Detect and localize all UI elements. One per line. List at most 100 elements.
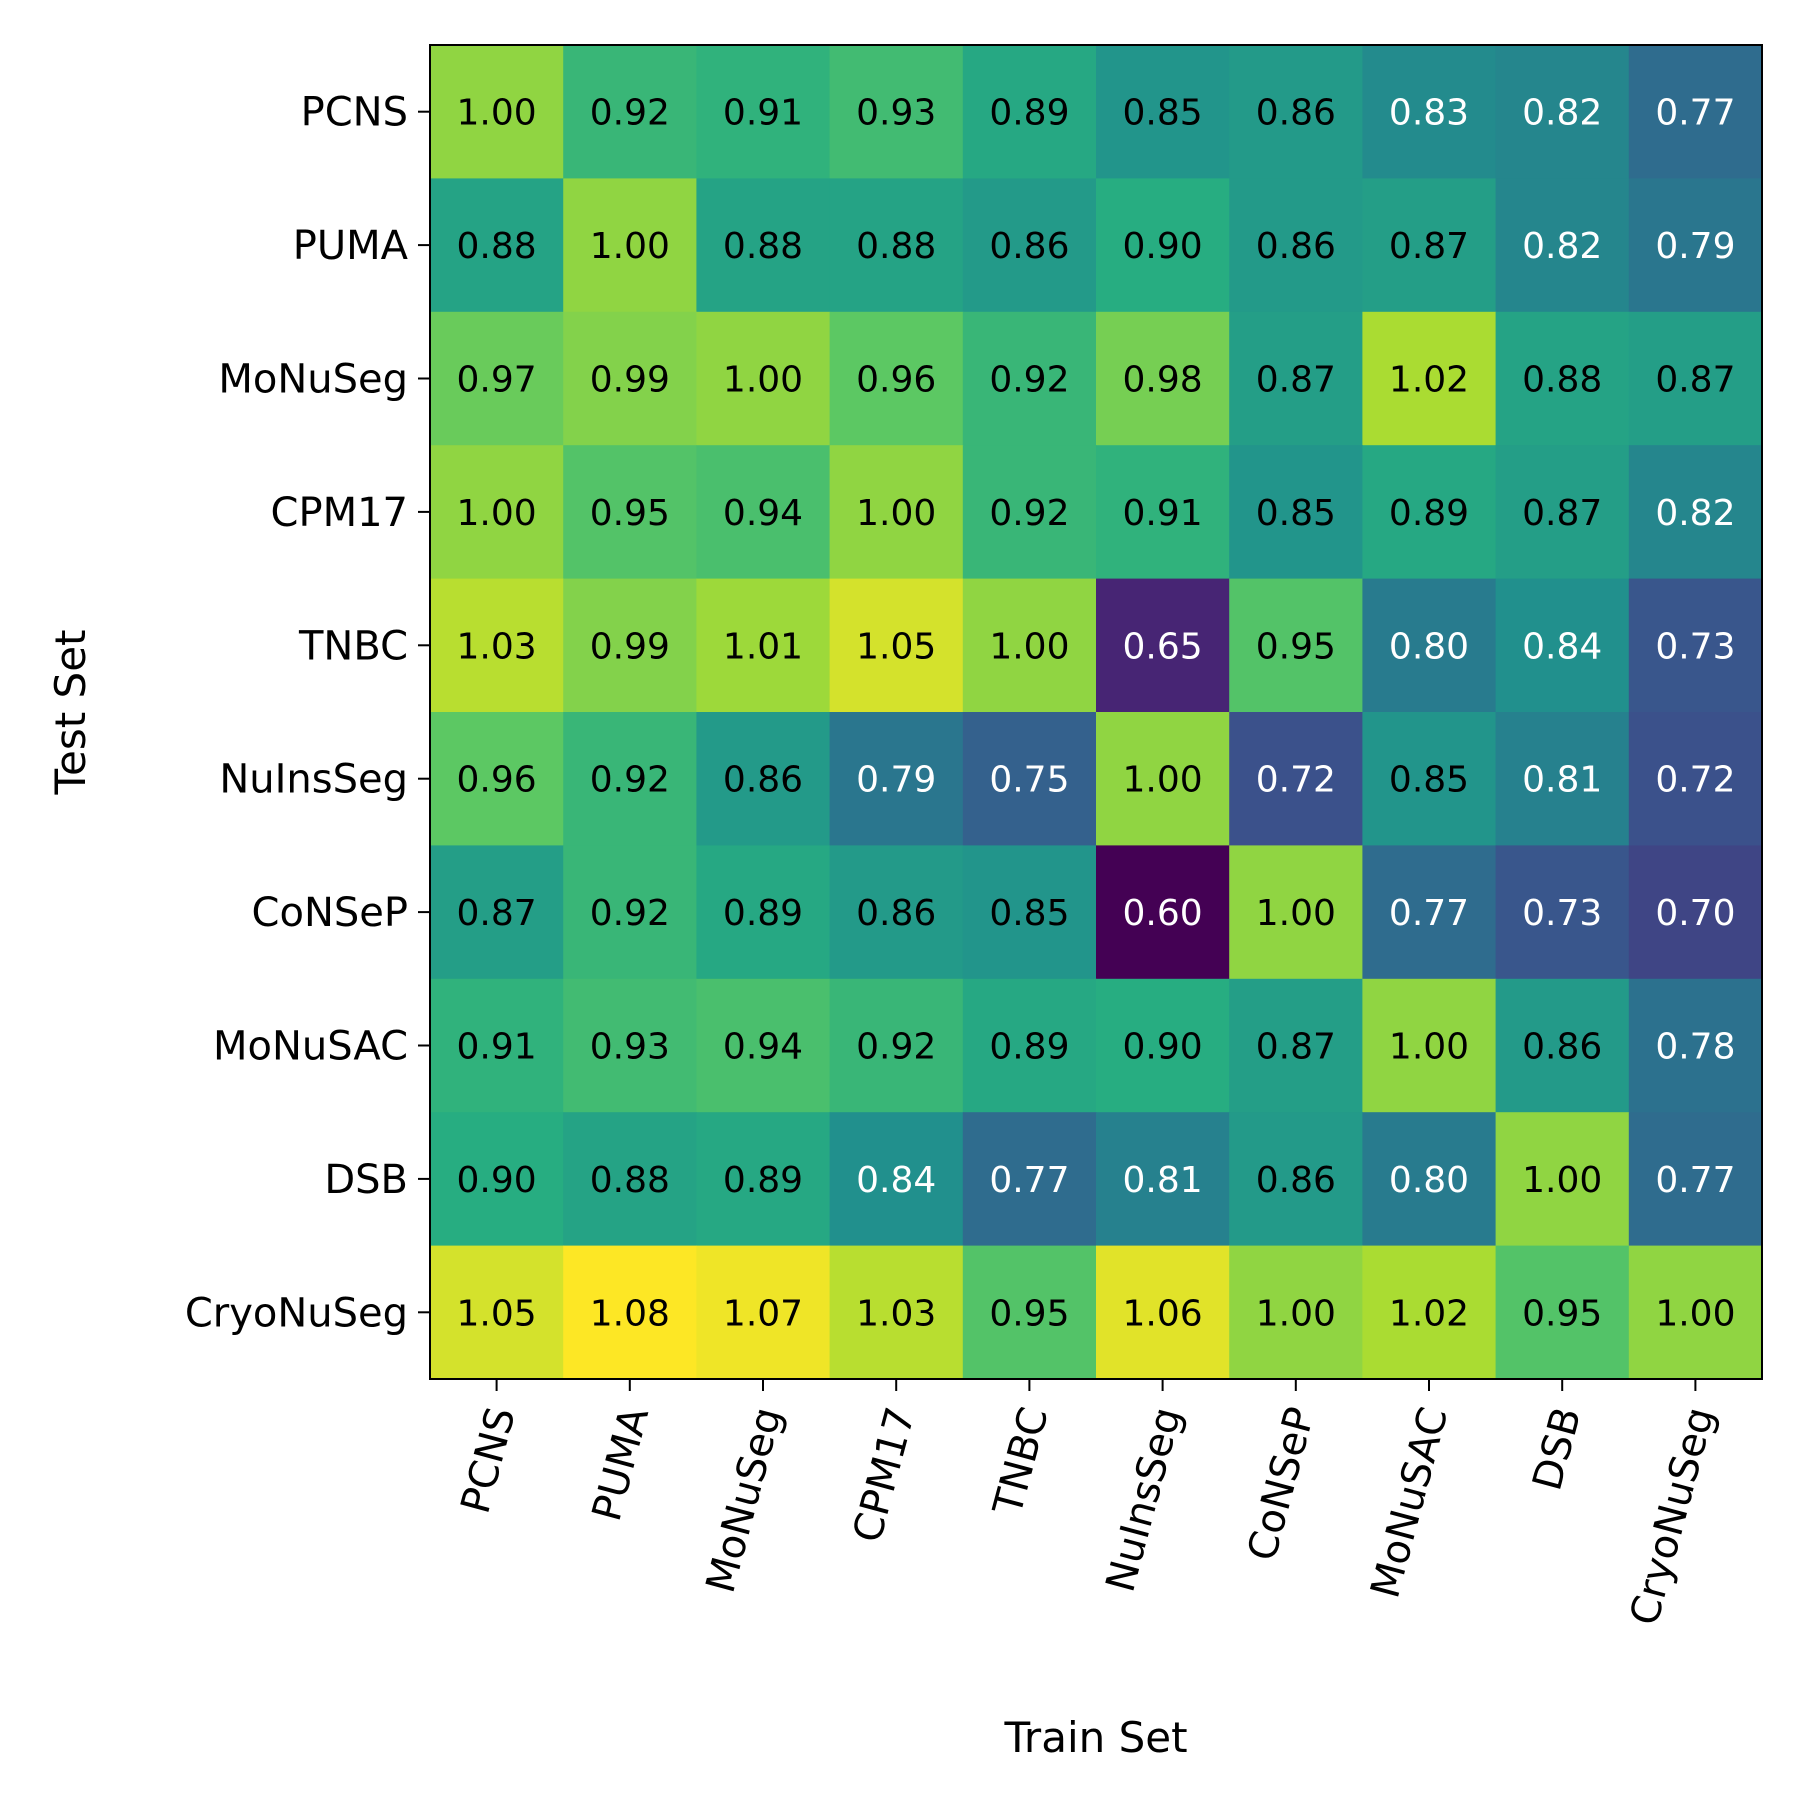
heatmap-cell xyxy=(1096,445,1230,580)
cell-value-label: 0.86 xyxy=(1522,1027,1602,1068)
heatmap-cell xyxy=(829,845,964,980)
heatmap-cell xyxy=(1229,845,1363,980)
cell-value-label: 0.84 xyxy=(1522,626,1602,667)
cell-value-label: 0.77 xyxy=(1655,1160,1735,1201)
y-tick-label: DSB xyxy=(324,1157,408,1203)
heatmap-cells: 1.00 0.92 0.91 0.93 0.89 0.85 0.86 0.83 0.82 0.77… xyxy=(430,45,1763,1380)
x-tick-label: CoNSeP xyxy=(1239,1403,1324,1566)
cell-value-label: 0.94 xyxy=(723,1027,803,1068)
heatmap-cell xyxy=(1495,178,1630,313)
y-axis-label: Test Set xyxy=(46,629,95,795)
heatmap-cell xyxy=(1495,845,1630,980)
heatmap-cell xyxy=(430,178,564,313)
heatmap-cell xyxy=(696,978,831,1113)
cell-value-label: 0.86 xyxy=(1256,226,1336,267)
x-tick-label: PCNS xyxy=(453,1403,525,1519)
heatmap-cell xyxy=(1229,311,1363,446)
cell-value-label: 1.00 xyxy=(1256,1293,1336,1334)
heatmap-cell xyxy=(1229,178,1363,313)
cell-value-label: 0.96 xyxy=(856,360,936,401)
heatmap-cell xyxy=(962,45,1097,179)
cell-value-label: 0.86 xyxy=(1256,93,1336,134)
cell-value-label: 1.03 xyxy=(856,1293,936,1334)
heatmap-cell xyxy=(829,178,964,313)
heatmap-cell xyxy=(430,445,564,580)
heatmap-cell xyxy=(1362,445,1497,580)
heatmap-cell xyxy=(696,311,831,446)
cell-value-label: 0.92 xyxy=(989,493,1069,534)
heatmap-cell xyxy=(1229,578,1363,713)
cell-value-label: 0.88 xyxy=(590,1160,670,1201)
y-tick-label: PUMA xyxy=(293,223,409,269)
cell-value-label: 0.77 xyxy=(1389,893,1469,934)
cell-value-label: 0.96 xyxy=(457,760,537,801)
heatmap-cell xyxy=(1096,178,1230,313)
cell-value-label: 1.00 xyxy=(457,493,537,534)
cell-value-label: 0.85 xyxy=(989,893,1069,934)
heatmap-cell xyxy=(1096,578,1230,713)
cell-value-label: 0.65 xyxy=(1123,626,1203,667)
heatmap-cell xyxy=(563,578,697,713)
cell-value-label: 1.07 xyxy=(723,1293,803,1334)
cell-value-label: 0.73 xyxy=(1522,893,1602,934)
heatmap-cell xyxy=(962,978,1097,1113)
heatmap-cell xyxy=(430,1245,564,1380)
heatmap-cell xyxy=(1628,45,1763,179)
cell-value-label: 0.99 xyxy=(590,626,670,667)
heatmap-cell xyxy=(962,845,1097,980)
heatmap-cell xyxy=(563,311,697,446)
cell-value-label: 0.72 xyxy=(1655,760,1735,801)
cell-value-label: 1.00 xyxy=(723,360,803,401)
heatmap-cell xyxy=(1628,978,1763,1113)
heatmap-cell xyxy=(696,178,831,313)
heatmap-cell xyxy=(962,1245,1097,1380)
cell-value-label: 0.75 xyxy=(989,760,1069,801)
heatmap-cell xyxy=(1495,445,1630,580)
heatmap-cell xyxy=(1628,1112,1763,1247)
cell-value-label: 1.00 xyxy=(1389,1027,1469,1068)
cell-value-label: 1.03 xyxy=(457,626,537,667)
cell-value-label: 0.91 xyxy=(723,93,803,134)
heatmap-cell xyxy=(829,445,964,580)
heatmap-cell xyxy=(829,578,964,713)
cell-value-label: 0.80 xyxy=(1389,626,1469,667)
heatmap-cell xyxy=(1096,845,1230,980)
cell-value-label: 0.80 xyxy=(1389,1160,1469,1201)
cell-value-label: 0.92 xyxy=(590,93,670,134)
cell-value-label: 0.93 xyxy=(590,1027,670,1068)
heatmap-cell xyxy=(430,712,564,846)
cell-value-label: 0.81 xyxy=(1522,760,1602,801)
cell-value-label: 0.88 xyxy=(1522,360,1602,401)
x-tick-label: MoNuSAC xyxy=(1362,1403,1457,1603)
heatmap-cell xyxy=(962,712,1097,846)
cell-value-label: 0.95 xyxy=(1256,626,1336,667)
cell-value-label: 0.89 xyxy=(989,1027,1069,1068)
heatmap-cell xyxy=(563,845,697,980)
cell-value-label: 0.97 xyxy=(457,360,537,401)
cell-value-label: 1.00 xyxy=(989,626,1069,667)
cell-value-label: 1.05 xyxy=(457,1293,537,1334)
x-tick-label: DSB xyxy=(1524,1403,1590,1496)
heatmap-cell xyxy=(1495,712,1630,846)
x-tick-label: TNBC xyxy=(985,1403,1058,1521)
y-tick-label: TNBC xyxy=(298,623,408,669)
cell-value-label: 0.87 xyxy=(1256,1027,1336,1068)
cell-value-label: 1.02 xyxy=(1389,1293,1469,1334)
heatmap-cell xyxy=(1229,978,1363,1113)
heatmap-cell xyxy=(1362,178,1497,313)
x-tick-label: NuInsSeg xyxy=(1098,1403,1191,1597)
heatmap-cell xyxy=(1362,1245,1497,1380)
cell-value-label: 0.91 xyxy=(457,1027,537,1068)
cell-value-label: 0.86 xyxy=(723,760,803,801)
heatmap-cell xyxy=(829,1112,964,1247)
cell-value-label: 0.85 xyxy=(1389,760,1469,801)
cell-value-label: 0.90 xyxy=(1123,226,1203,267)
cell-value-label: 0.82 xyxy=(1655,493,1735,534)
cell-value-label: 0.95 xyxy=(989,1293,1069,1334)
heatmap-cell xyxy=(1628,445,1763,580)
heatmap-cell xyxy=(829,1245,964,1380)
cell-value-label: 0.88 xyxy=(856,226,936,267)
heatmap-cell xyxy=(829,311,964,446)
x-tick-label: CryoNuSeg xyxy=(1621,1403,1723,1630)
